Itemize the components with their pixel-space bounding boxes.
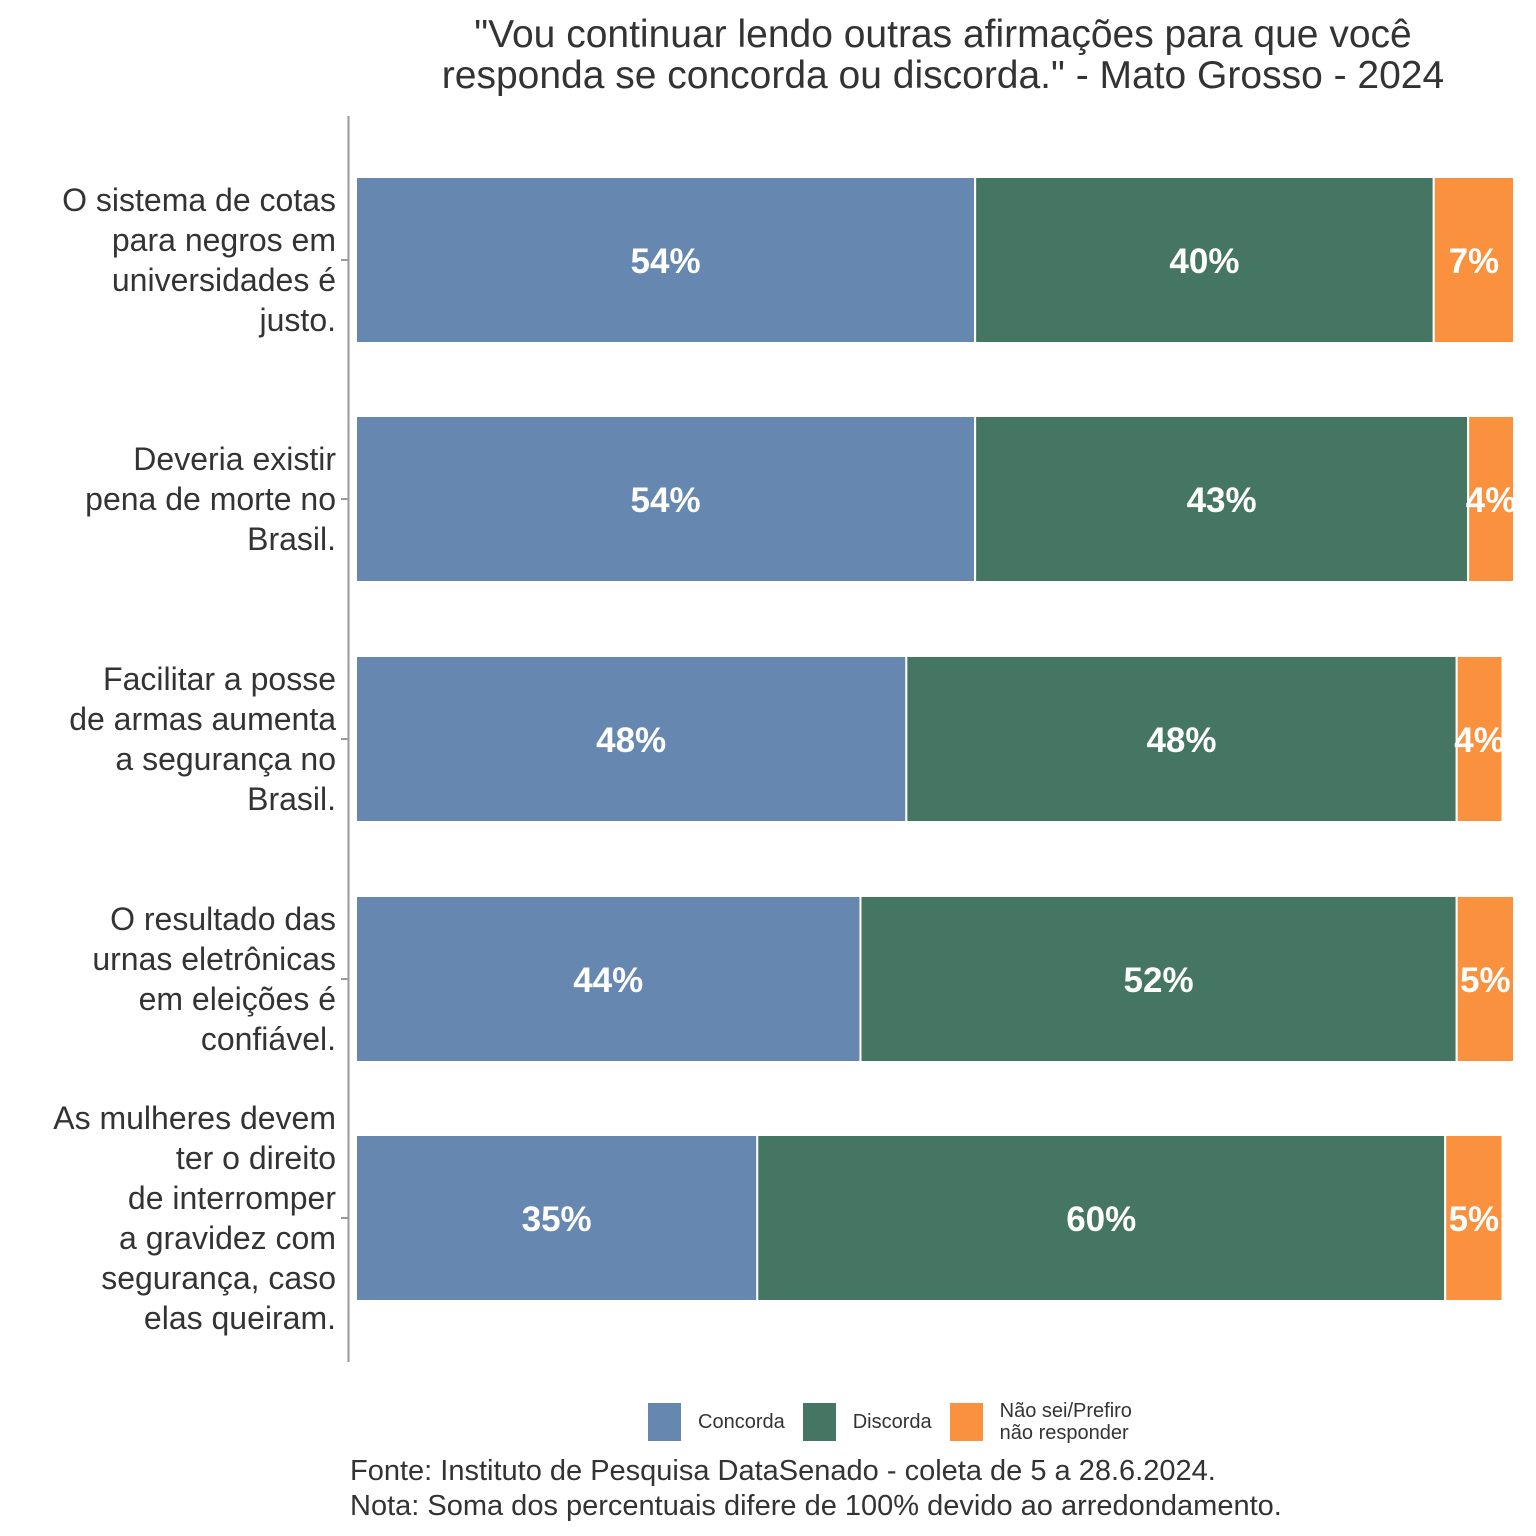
y-axis-label-line: em eleições é (138, 981, 336, 1017)
bar-segment-discorda (756, 1134, 1447, 1302)
data-label: 54% (631, 481, 701, 520)
y-axis-label-line: ter o direito (175, 1140, 336, 1176)
source-note: Fonte: Instituto de Pesquisa DataSenado … (350, 1455, 1216, 1487)
y-axis-label-line: Brasil. (247, 521, 336, 557)
data-label: 4% (1466, 481, 1517, 520)
y-axis-label-line: Facilitar a posse (103, 661, 336, 697)
bar-segments (355, 176, 1514, 1302)
legend-item-nao-sei: Não sei/Prefiro não responder (949, 1400, 1132, 1444)
y-axis-label: O sistema de cotas para negros em universi… (62, 180, 336, 340)
y-axis-label-line: O resultado das (110, 901, 336, 937)
legend-label: não responder (999, 1422, 1129, 1444)
data-label: 4% (1454, 721, 1505, 760)
bar-segment-não (1455, 655, 1504, 823)
y-axis-label-line: urnas eletrônicas (92, 941, 336, 977)
y-axis-label: As mulheres devem ter o direito de interro… (53, 1098, 336, 1338)
data-label: 60% (1066, 1200, 1136, 1239)
y-axis-label-line: O sistema de cotas (62, 182, 336, 218)
chart-title: "Vou continuar lendo outras afirmações p… (350, 14, 1536, 96)
bar-segment-concorda (355, 1134, 759, 1302)
legend-item-concorda: Concorda (648, 1403, 785, 1441)
bar-segment-concorda (355, 415, 977, 583)
y-axis-label-line: segurança, caso (101, 1260, 336, 1296)
legend-label: Concorda (698, 1411, 785, 1433)
y-axis-ticks (341, 259, 348, 1219)
y-axis-label: O resultado das urnas eletrônicas em eleiç… (92, 899, 336, 1059)
bar-segment-não (1444, 1134, 1504, 1302)
data-label: 35% (522, 1200, 592, 1239)
y-axis-label-line: para negros em (111, 222, 336, 258)
y-axis-label: Facilitar a posse de armas aumenta a segur… (69, 659, 336, 819)
data-label: 40% (1169, 242, 1239, 281)
data-label: 52% (1124, 961, 1194, 1000)
y-axis-label-line: elas queiram. (143, 1300, 336, 1336)
legend-label: Discorda (852, 1411, 932, 1433)
bar-segment-discorda (974, 176, 1435, 344)
legend-swatch-concorda (648, 1403, 681, 1441)
bar-segment-discorda (859, 895, 1458, 1063)
data-label: 54% (631, 242, 701, 281)
data-label: 44% (573, 961, 643, 1000)
y-axis-label-line: As mulheres devem (53, 1100, 336, 1136)
legend-swatch-nao-sei (949, 1403, 983, 1441)
y-axis-label-line: de armas aumenta (69, 701, 336, 737)
bar-segment-discorda (905, 655, 1458, 823)
data-labels: 54% 40% 7% 54% 43% 4% 48% 48% 4% 44% 52% 5% 35% 60% 5% (522, 242, 1517, 1239)
chart-title-line: "Vou continuar lendo outras afirmações p… (474, 13, 1412, 56)
y-axis-label-line: Deveria existir (133, 441, 336, 477)
y-axis-label: Deveria existir pena de morte no Brasil. (85, 439, 336, 559)
bar-segment-concorda (355, 176, 977, 344)
y-axis-label-line: confiável. (200, 1021, 336, 1057)
y-axis-label-line: Brasil. (247, 781, 336, 817)
bar-segment-não (1467, 415, 1514, 583)
legend-swatch-discorda (802, 1403, 836, 1441)
bar-segment-concorda (355, 655, 908, 823)
y-axis-label-line: universidades é (111, 262, 336, 298)
y-axis-label-line: a segurança no (115, 741, 336, 777)
bar-segment-concorda (355, 895, 862, 1063)
legend-label: Não sei/Prefiro (999, 1400, 1132, 1422)
y-axis-label-line: pena de morte no (85, 481, 336, 517)
data-label: 48% (596, 721, 666, 760)
rounding-note: Nota: Soma dos percentuais difere de 100… (350, 1490, 1282, 1522)
bar-segment-não (1455, 895, 1514, 1063)
legend: Concorda Discorda Não sei/Prefiro não re… (648, 1400, 1150, 1444)
y-axis-label-line: de interromper (127, 1180, 336, 1216)
legend-item-discorda: Discorda (802, 1403, 932, 1441)
caption: Fonte: Instituto de Pesquisa DataSenado … (350, 1454, 1282, 1524)
y-axis-label-line: justo. (259, 302, 336, 338)
bar-segment-discorda (974, 415, 1470, 583)
data-label: 5% (1449, 1200, 1500, 1239)
bar-segment-não (1432, 176, 1514, 344)
y-axis-label-line: a gravidez com (119, 1220, 336, 1256)
data-label: 43% (1187, 481, 1257, 520)
chart-title-line: responda se concorda ou discorda." - Mat… (441, 54, 1445, 97)
data-label: 48% (1146, 721, 1216, 760)
data-label: 7% (1449, 242, 1500, 281)
data-label: 5% (1460, 961, 1511, 1000)
